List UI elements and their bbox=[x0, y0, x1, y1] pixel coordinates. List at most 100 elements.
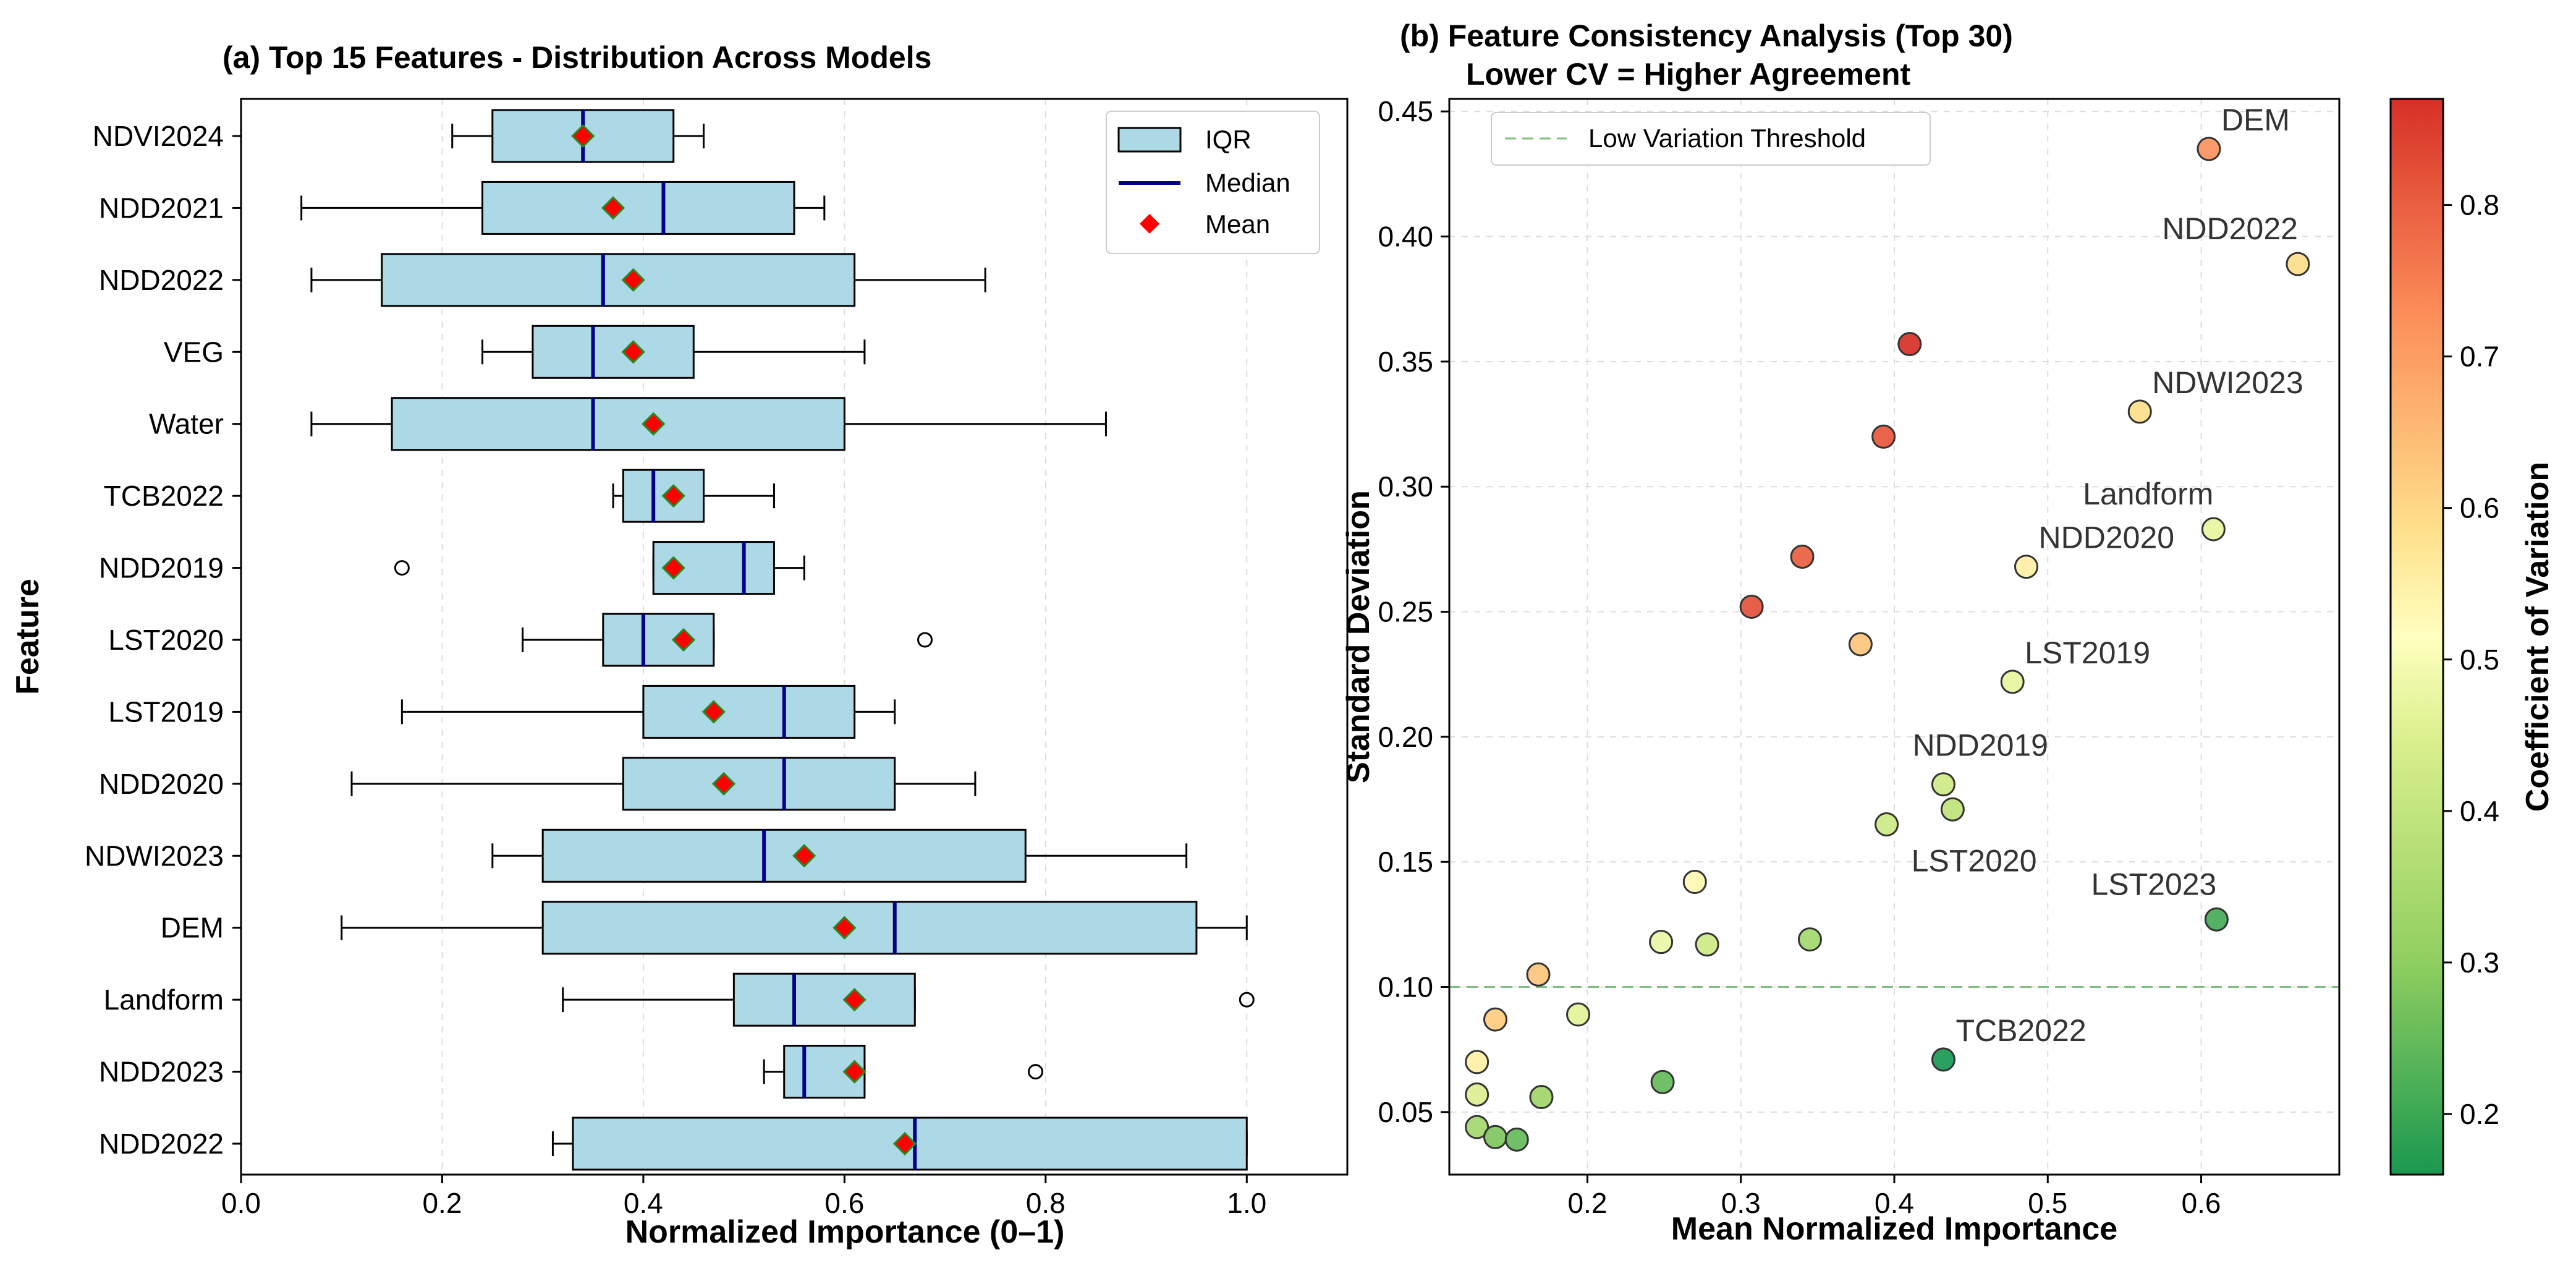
mean-marker bbox=[833, 916, 857, 940]
panel-a-x-ticks: 0.0 0.2 0.4 0.6 0.8 1.0 bbox=[221, 1175, 1266, 1219]
mean-marker bbox=[842, 1060, 866, 1084]
colorbar-tick-label: 0.2 bbox=[2460, 1098, 2499, 1130]
scatter-point bbox=[1931, 772, 1955, 797]
scatter-point bbox=[1940, 797, 1965, 822]
scatter-point bbox=[2201, 517, 2226, 542]
panel-b-x-ticks: 0.2 0.3 0.4 0.5 0.6 bbox=[1567, 1175, 2221, 1219]
point-label: LST2019 bbox=[2025, 636, 2150, 670]
iqr-box bbox=[602, 613, 715, 667]
scatter-point bbox=[1875, 812, 1899, 836]
colorbar-tick-label: 0.3 bbox=[2460, 946, 2499, 979]
point-label: LST2023 bbox=[2091, 867, 2216, 901]
panel-a-x-axis-label: Normalized Importance (0–1) bbox=[625, 1214, 1065, 1250]
scatter-point bbox=[1797, 927, 1822, 952]
panel-b-point-labels: DEM NDD2022 NDWI2023 Landform NDD2020 LST2019… bbox=[1912, 103, 2303, 1048]
scatter-point bbox=[1682, 870, 1707, 895]
x-tick-label: 0.3 bbox=[1721, 1187, 1761, 1219]
x-tick-label: 0.4 bbox=[1875, 1187, 1914, 1219]
mean-marker bbox=[701, 700, 726, 724]
box-ndd2021 bbox=[300, 181, 826, 235]
scatter-point bbox=[1529, 1085, 1554, 1110]
scatter-point bbox=[1649, 930, 1674, 955]
x-tick-label: 0.4 bbox=[624, 1187, 663, 1219]
scatter-point bbox=[2286, 252, 2310, 276]
panel-b-y-ticks: 0.05 0.10 0.15 0.20 0.25 0.30 0.35 0.40 0.45 bbox=[1378, 95, 1449, 1128]
point-label: NDD2019 bbox=[1912, 728, 2048, 763]
panel-b-x-axis-label: Mean Normalized Importance bbox=[1671, 1211, 2117, 1247]
legend-median-label: Median bbox=[1205, 168, 1290, 197]
box-ndd2023 bbox=[763, 1045, 1044, 1099]
point-label: NDWI2023 bbox=[2152, 365, 2303, 400]
box-landform bbox=[562, 972, 1255, 1027]
mean-marker bbox=[661, 484, 685, 508]
colorbar-tick-label: 0.6 bbox=[2460, 492, 2499, 524]
y-tick-label: NDD2020 bbox=[99, 768, 224, 800]
x-tick-label: 0.0 bbox=[221, 1187, 261, 1219]
panel-a-y-axis-label: Feature bbox=[10, 579, 46, 695]
y-tick-label: 0.45 bbox=[1378, 95, 1433, 127]
iqr-box bbox=[541, 828, 1027, 883]
scatter-point bbox=[1526, 962, 1551, 987]
mean-marker bbox=[621, 268, 645, 292]
y-tick-label: NDD2023 bbox=[99, 1056, 224, 1088]
mean-marker bbox=[661, 556, 685, 580]
iqr-box bbox=[532, 325, 695, 379]
scatter-point bbox=[1739, 594, 1764, 619]
scatter-point bbox=[1483, 1125, 1507, 1149]
colorbar-tick-label: 0.5 bbox=[2460, 644, 2499, 676]
y-tick-label: 0.20 bbox=[1378, 721, 1433, 753]
point-label: TCB2022 bbox=[1955, 1013, 2086, 1048]
y-tick-label: 0.40 bbox=[1378, 221, 1433, 253]
iqr-box bbox=[642, 684, 856, 739]
y-tick-label: Water bbox=[149, 408, 224, 440]
colorbar-tick-label: 0.4 bbox=[2460, 795, 2499, 827]
y-tick-label: VEG bbox=[164, 336, 224, 368]
y-tick-label: NDD2021 bbox=[99, 192, 224, 224]
mean-marker bbox=[571, 124, 595, 148]
point-label: LST2020 bbox=[1912, 843, 2037, 878]
y-tick-label: NDVI2024 bbox=[93, 120, 224, 152]
legend-iqr-label: IQR bbox=[1205, 125, 1252, 154]
scatter-point bbox=[2000, 670, 2025, 694]
box-dem bbox=[341, 901, 1248, 955]
legend-mean-label: Mean bbox=[1205, 210, 1270, 239]
colorbar-tick-label: 0.7 bbox=[2460, 341, 2499, 373]
box-tcb2022 bbox=[612, 469, 775, 523]
scatter-point bbox=[1931, 1047, 1955, 1072]
box-ndd2022 bbox=[551, 1116, 1248, 1171]
y-tick-label: Landform bbox=[104, 984, 224, 1016]
x-tick-label: 0.5 bbox=[2028, 1187, 2067, 1219]
threshold-legend-frame bbox=[1491, 112, 1931, 166]
panel-b-points bbox=[1465, 137, 2310, 1152]
scatter-point bbox=[1695, 932, 1719, 957]
colorbar-label: Coefficient of Variation bbox=[2520, 462, 2556, 812]
iqr-box bbox=[391, 397, 845, 451]
y-tick-label: 0.05 bbox=[1378, 1096, 1433, 1128]
y-tick-label: LST2020 bbox=[108, 624, 224, 656]
scatter-point bbox=[1871, 424, 1896, 449]
scatter-point bbox=[1848, 632, 1873, 657]
outlier-point bbox=[1028, 1064, 1044, 1080]
panel-a-y-ticks: NDVI2024 NDD2021 NDD2022 VEG Water TCB2022 NDD… bbox=[85, 120, 241, 1160]
panel-a: (a) Top 15 Features - Distribution Acros… bbox=[10, 40, 1349, 1250]
box-ndd2019 bbox=[394, 541, 805, 595]
box-ndd2022 bbox=[310, 253, 986, 307]
scatter-point bbox=[2014, 555, 2039, 579]
panel-a-axes-frame bbox=[240, 98, 1349, 1176]
box-ndvi2024 bbox=[451, 109, 705, 163]
outlier-point bbox=[917, 632, 933, 648]
scatter-point bbox=[1465, 1115, 1489, 1139]
point-label: DEM bbox=[2221, 103, 2290, 137]
iqr-box bbox=[541, 901, 1198, 955]
x-tick-label: 0.2 bbox=[422, 1187, 462, 1219]
outlier-point bbox=[394, 560, 410, 576]
y-tick-label: 0.35 bbox=[1378, 346, 1433, 378]
scatter-point bbox=[1790, 545, 1815, 569]
mean-marker bbox=[601, 196, 625, 220]
mean-marker bbox=[792, 844, 816, 868]
scatter-point bbox=[1465, 1050, 1489, 1074]
colorbar-tick-label: 0.8 bbox=[2460, 189, 2499, 221]
colorbar-gradient bbox=[2389, 98, 2444, 1176]
outlier-point bbox=[1239, 992, 1255, 1008]
